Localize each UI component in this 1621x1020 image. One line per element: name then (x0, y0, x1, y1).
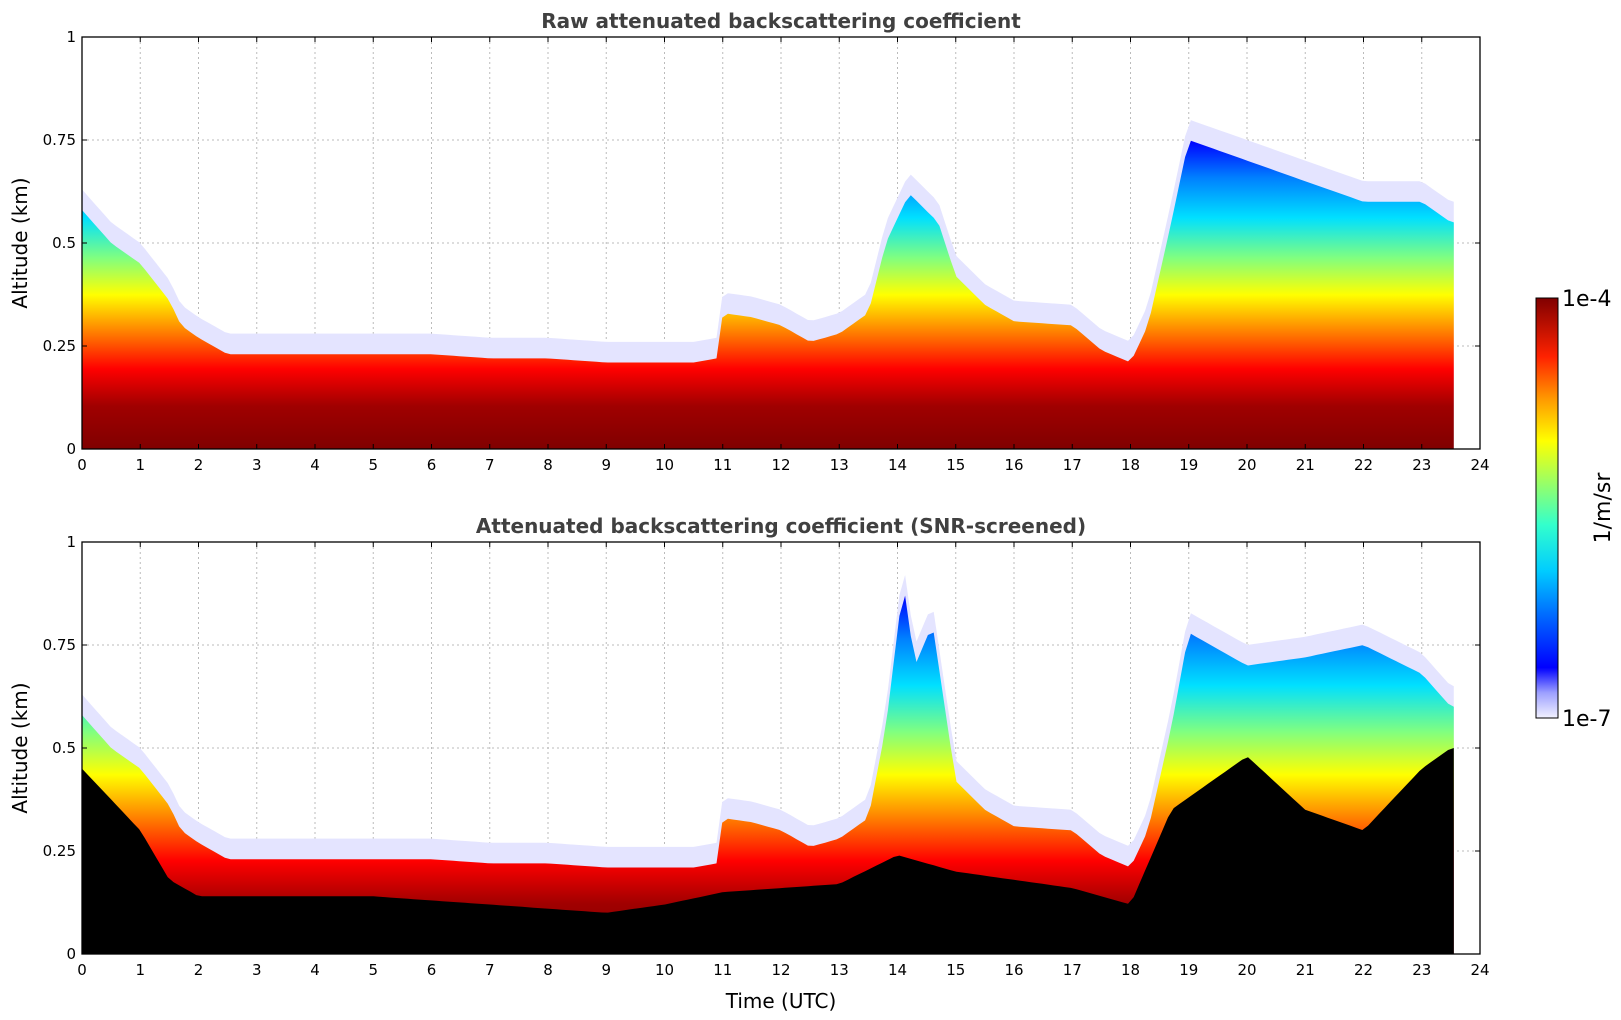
x-tick-label: 16 (1004, 961, 1023, 979)
screened-core-region (82, 748, 1454, 954)
colorbar-gradient (1535, 297, 1559, 719)
x-tick-label: 4 (310, 961, 320, 979)
x-tick-label: 15 (946, 456, 965, 474)
x-tick-label: 22 (1354, 456, 1373, 474)
y-tick-label: 0.25 (43, 337, 76, 355)
colorbar-unit-label: 1/m/sr (1591, 472, 1616, 544)
y-tick-label: 0 (66, 440, 76, 458)
y-tick-label: 0.75 (43, 131, 76, 149)
x-tick-label: 13 (830, 961, 849, 979)
x-tick-label: 12 (771, 456, 790, 474)
x-tick-label: 11 (713, 456, 732, 474)
x-tick-label: 2 (194, 456, 204, 474)
x-tick-label: 4 (310, 456, 320, 474)
x-axis: 0 1 2 3 4 5 6 7 8 9 10 11 12 13 14 15 16 17 18 19 20 21 22 23 24 (77, 37, 1490, 474)
y-tick-label: 1 (66, 28, 76, 46)
screened-core (82, 748, 1454, 954)
colorbar-min-label: 1e-7 (1562, 707, 1611, 732)
x-tick-label: 19 (1179, 456, 1198, 474)
x-tick-label: 3 (252, 456, 262, 474)
y-tick-label: 0.25 (43, 842, 76, 860)
x-tick-label: 7 (485, 961, 495, 979)
x-tick-label: 2 (194, 961, 204, 979)
x-tick-label: 12 (771, 961, 790, 979)
x-tick-label: 3 (252, 961, 262, 979)
chart-title: Attenuated backscattering coefficient (S… (476, 514, 1086, 538)
x-tick-label: 20 (1237, 961, 1256, 979)
backscatter-layer (82, 595, 1454, 954)
x-tick-label: 22 (1354, 961, 1373, 979)
y-axis: 0 0.25 0.5 0.75 1 (43, 28, 1480, 458)
x-tick-label: 17 (1063, 456, 1082, 474)
x-tick-label: 6 (427, 456, 437, 474)
x-axis-label: Time (UTC) (725, 989, 837, 1013)
x-tick-label: 21 (1296, 456, 1315, 474)
x-tick-label: 14 (888, 961, 907, 979)
x-tick-label: 8 (543, 961, 553, 979)
x-tick-label: 23 (1412, 961, 1431, 979)
x-tick-label: 1 (135, 961, 145, 979)
backscatter-region (82, 140, 1454, 449)
chart-title: Raw attenuated backscattering coefficien… (541, 9, 1021, 33)
x-tick-label: 0 (77, 456, 87, 474)
y-axis: 0 0.25 0.5 0.75 1 (43, 533, 1480, 963)
x-tick-label: 23 (1412, 456, 1431, 474)
x-tick-label: 14 (888, 456, 907, 474)
x-tick-label: 24 (1470, 456, 1489, 474)
x-tick-label: 17 (1063, 961, 1082, 979)
y-axis-label: Altitude (km) (8, 177, 32, 308)
x-tick-label: 16 (1004, 456, 1023, 474)
y-axis-label: Altitude (km) (8, 682, 32, 813)
y-tick-label: 0 (66, 945, 76, 963)
backscatter-region (82, 595, 1454, 954)
y-tick-label: 1 (66, 533, 76, 551)
x-tick-label: 5 (368, 456, 378, 474)
panel-raw: Raw attenuated backscattering coefficien… (8, 9, 1490, 474)
x-tick-label: 10 (655, 961, 674, 979)
backscatter-layer (82, 140, 1454, 449)
x-tick-label: 24 (1470, 961, 1489, 979)
x-tick-label: 19 (1179, 961, 1198, 979)
x-tick-label: 8 (543, 456, 553, 474)
x-tick-label: 18 (1121, 961, 1140, 979)
colorbar: 1e-4 1e-7 1/m/sr (1535, 287, 1616, 732)
colorbar-max-label: 1e-4 (1562, 287, 1611, 312)
panel-screened: Attenuated backscattering coefficient (S… (8, 514, 1490, 1013)
x-tick-label: 7 (485, 456, 495, 474)
x-tick-label: 9 (601, 961, 611, 979)
x-tick-label: 10 (655, 456, 674, 474)
x-tick-label: 0 (77, 961, 87, 979)
x-tick-label: 13 (830, 456, 849, 474)
x-tick-label: 9 (601, 456, 611, 474)
x-axis: 0 1 2 3 4 5 6 7 8 9 10 11 12 13 14 15 16 17 18 19 20 21 22 23 24 (77, 542, 1490, 979)
x-tick-label: 15 (946, 961, 965, 979)
x-tick-label: 18 (1121, 456, 1140, 474)
y-tick-label: 0.5 (52, 739, 76, 757)
x-tick-label: 1 (135, 456, 145, 474)
x-tick-label: 5 (368, 961, 378, 979)
y-tick-label: 0.5 (52, 234, 76, 252)
x-tick-label: 21 (1296, 961, 1315, 979)
x-tick-label: 11 (713, 961, 732, 979)
x-tick-label: 20 (1237, 456, 1256, 474)
x-tick-label: 6 (427, 961, 437, 979)
y-tick-label: 0.75 (43, 636, 76, 654)
